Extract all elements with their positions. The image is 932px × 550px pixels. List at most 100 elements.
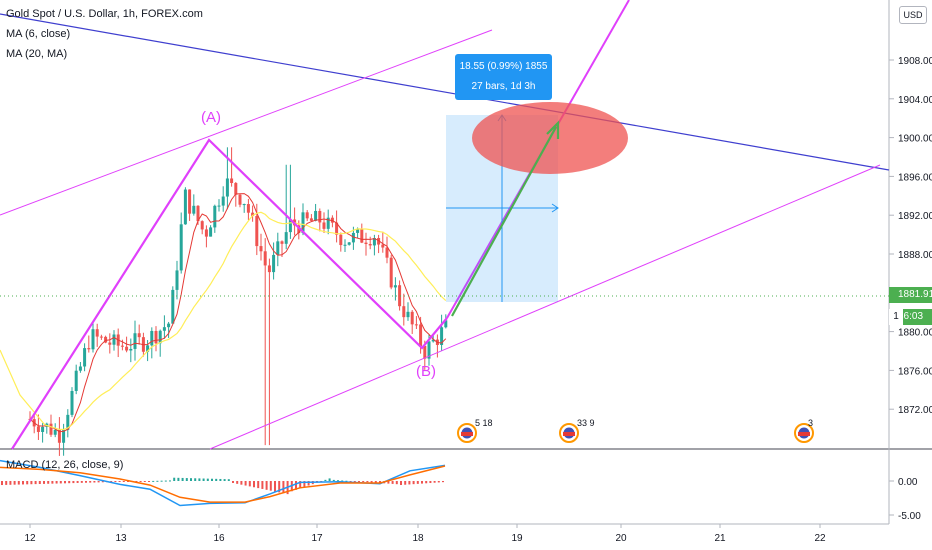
candle-body (339, 234, 343, 246)
candle-body (351, 232, 355, 243)
candle-body (263, 251, 267, 266)
candle-body (335, 222, 339, 235)
candle-body (364, 242, 368, 245)
macd-histogram-bar (38, 481, 41, 484)
macd-histogram-bar (437, 481, 440, 483)
ma6-legend[interactable]: MA (6, close) (6, 28, 71, 40)
macd-histogram-bar (89, 481, 92, 483)
time-tick-label: 13 (115, 533, 127, 544)
macd-histogram-bar (253, 481, 255, 488)
candle-body (414, 324, 418, 326)
time-tick-label: 21 (714, 533, 726, 544)
macd-histogram-bar (9, 481, 12, 485)
candle-body (402, 306, 406, 318)
descending-trendline (0, 13, 890, 171)
chart-title[interactable]: Gold Spot / U.S. Dollar, 1h, FOREX.com (6, 8, 203, 20)
macd-histogram-bar (244, 481, 247, 486)
candle-body (125, 346, 129, 351)
macd-histogram-bar (433, 481, 436, 483)
macd-histogram-bar (72, 481, 75, 484)
candle-body (276, 241, 280, 255)
macd-histogram-bar (257, 481, 260, 489)
time-tick-label: 17 (311, 533, 323, 544)
macd-histogram-bar (324, 479, 327, 481)
macd-histogram-bar (143, 481, 146, 482)
candle-body (393, 285, 397, 288)
wave-label-b: (B) (416, 363, 436, 380)
candle-body (192, 205, 196, 214)
macd-histogram-bar (395, 481, 398, 485)
macd-histogram-bar (64, 481, 66, 484)
event-count-1: 5 18 (475, 418, 493, 428)
macd-histogram-bar (122, 481, 125, 482)
macd-histogram-bar (80, 481, 83, 483)
time-tick-label: 18 (412, 533, 424, 544)
event-flag-stripe (461, 432, 473, 436)
wave-zigzag (11, 138, 448, 450)
candle-body (78, 366, 82, 371)
macd-histogram-bar (185, 478, 188, 481)
macd-histogram-bar (341, 480, 344, 482)
time-tick-label: 22 (814, 533, 826, 544)
macd-histogram-bar (374, 481, 377, 483)
macd-histogram-bar (248, 481, 251, 487)
candle-body (104, 336, 108, 343)
macd-histogram-bar (295, 481, 297, 490)
macd-histogram-bar (362, 481, 365, 482)
candle-body (66, 414, 70, 430)
time-tick-label: 12 (24, 533, 36, 544)
event-count-3: 3 (808, 418, 814, 428)
candle-body (326, 217, 330, 229)
projection-arrow (451, 126, 557, 317)
candle-body (368, 244, 372, 246)
macd-signal-line (0, 465, 446, 503)
candle-body (209, 227, 213, 237)
macd-histogram-bar (416, 481, 419, 484)
candle-body (62, 429, 66, 443)
event-count-2: 33 9 (577, 418, 595, 428)
ma20-legend[interactable]: MA (20, MA) (6, 48, 68, 60)
macd-histogram-bar (26, 481, 29, 485)
macd-legend[interactable]: MACD (12, 26, close, 9) (6, 459, 124, 471)
macd-histogram-bar (190, 478, 192, 481)
measure-tooltip: 18.55 (0.99%) 1855 27 bars, 1d 3h (455, 54, 552, 100)
macd-histogram-bar (274, 481, 276, 492)
macd-histogram-bar (358, 481, 360, 482)
macd-tick-label: 0.00 (898, 477, 918, 488)
currency-button[interactable]: USD (899, 6, 927, 24)
macd-histogram-bar (400, 481, 402, 486)
candle-body (280, 241, 284, 244)
candle-body (120, 345, 124, 347)
macd-histogram-bar (265, 481, 268, 490)
candle-body (167, 323, 171, 328)
macd-histogram-bar (223, 479, 226, 481)
macd-histogram-bar (307, 481, 310, 486)
bid-price-tag: 1 (889, 309, 903, 325)
macd-histogram-bar (332, 479, 335, 481)
candle-body (314, 210, 318, 221)
macd-histogram-bar (240, 481, 243, 485)
candle-body (385, 247, 389, 258)
candle-body (284, 232, 288, 244)
candle-body (91, 329, 95, 350)
ma20-line (0, 211, 447, 431)
candle-body (389, 257, 393, 288)
macd-histogram-bar (93, 481, 96, 483)
candle-body (301, 212, 305, 234)
macd-histogram-bar (421, 481, 423, 484)
macd-histogram-bar (412, 481, 415, 485)
candle-body (95, 329, 99, 337)
macd-histogram-bar (379, 481, 381, 484)
candle-body (440, 327, 444, 345)
price-tick-label: 1908.00 (898, 56, 932, 67)
macd-histogram-bar (1, 481, 3, 486)
macd-histogram-bar (211, 478, 213, 481)
macd-histogram-bar (22, 481, 24, 485)
candle-body (70, 390, 74, 415)
macd-histogram-bar (206, 478, 209, 481)
macd-histogram-bar (387, 481, 390, 484)
projection-arrowhead (546, 120, 560, 139)
macd-histogram-bar (194, 478, 197, 481)
candle-body (343, 244, 347, 246)
price-tick-label: 1900.00 (898, 134, 932, 145)
